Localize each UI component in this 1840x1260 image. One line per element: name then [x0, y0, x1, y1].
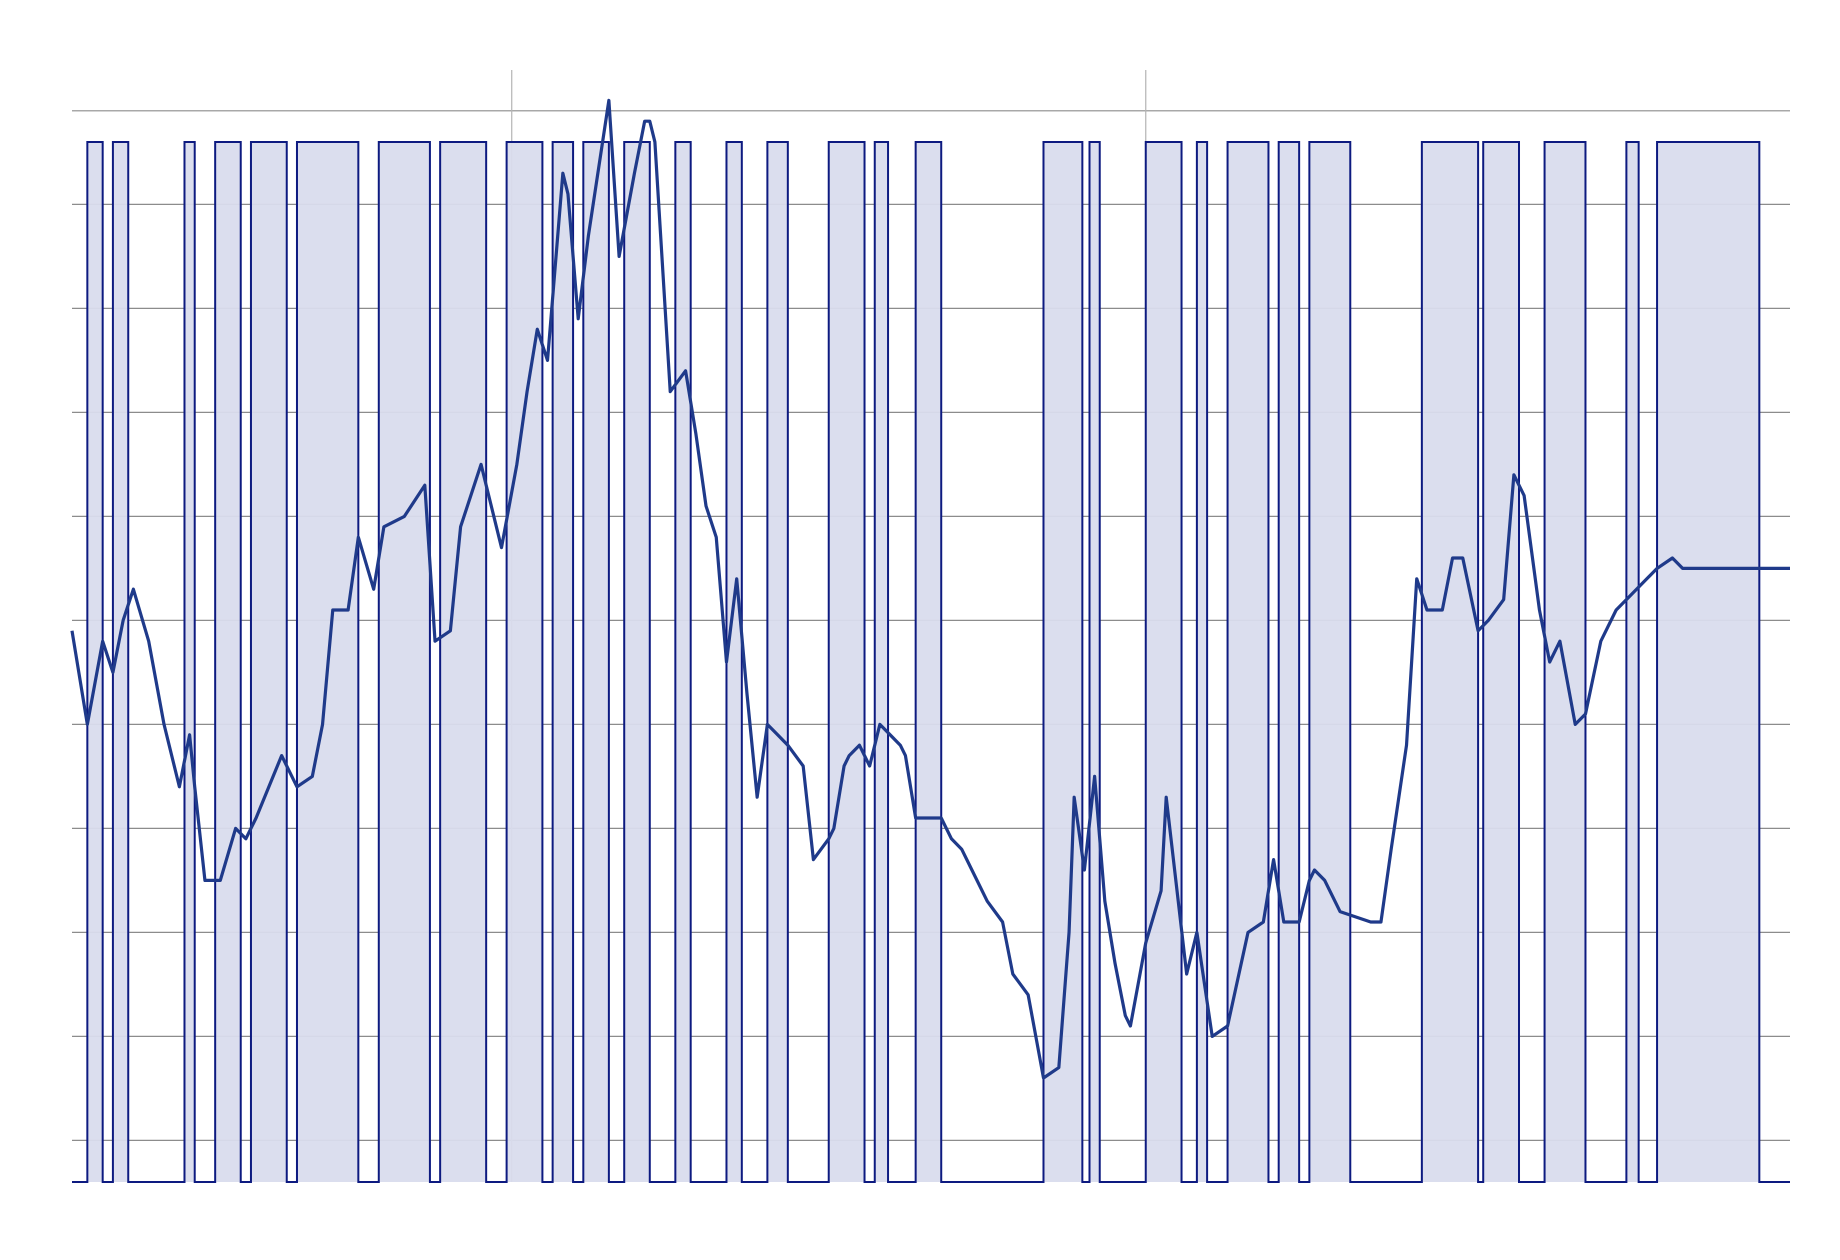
shaded-band — [552, 142, 574, 1182]
band-outline — [72, 141, 1790, 1183]
shaded-band — [215, 142, 241, 1182]
shaded-band — [378, 142, 430, 1182]
series-line — [70, 98, 1790, 1080]
band-layer — [72, 141, 1790, 1183]
shaded-band — [1089, 142, 1100, 1182]
shaded-band — [583, 142, 609, 1182]
shaded-band — [1421, 142, 1479, 1182]
shaded-band — [1657, 142, 1760, 1182]
shaded-band — [506, 142, 543, 1182]
shaded-band — [726, 142, 742, 1182]
shaded-band — [767, 142, 788, 1182]
line-layer — [70, 98, 1790, 1080]
shaded-band — [1483, 142, 1520, 1182]
shaded-band — [675, 142, 691, 1182]
shaded-band — [440, 142, 487, 1182]
shaded-band — [874, 142, 889, 1182]
shaded-band — [87, 142, 103, 1182]
shaded-band — [250, 142, 287, 1182]
shaded-band — [1227, 142, 1269, 1182]
shaded-band — [624, 142, 650, 1182]
shaded-band — [915, 142, 942, 1182]
shaded-band — [1145, 142, 1182, 1182]
shaded-band — [1278, 142, 1300, 1182]
shaded-band — [184, 142, 195, 1182]
shaded-band — [112, 142, 129, 1182]
shaded-band — [1626, 142, 1639, 1182]
shaded-band — [1196, 142, 1208, 1182]
shaded-band — [1309, 142, 1351, 1182]
shaded-band — [828, 142, 865, 1182]
